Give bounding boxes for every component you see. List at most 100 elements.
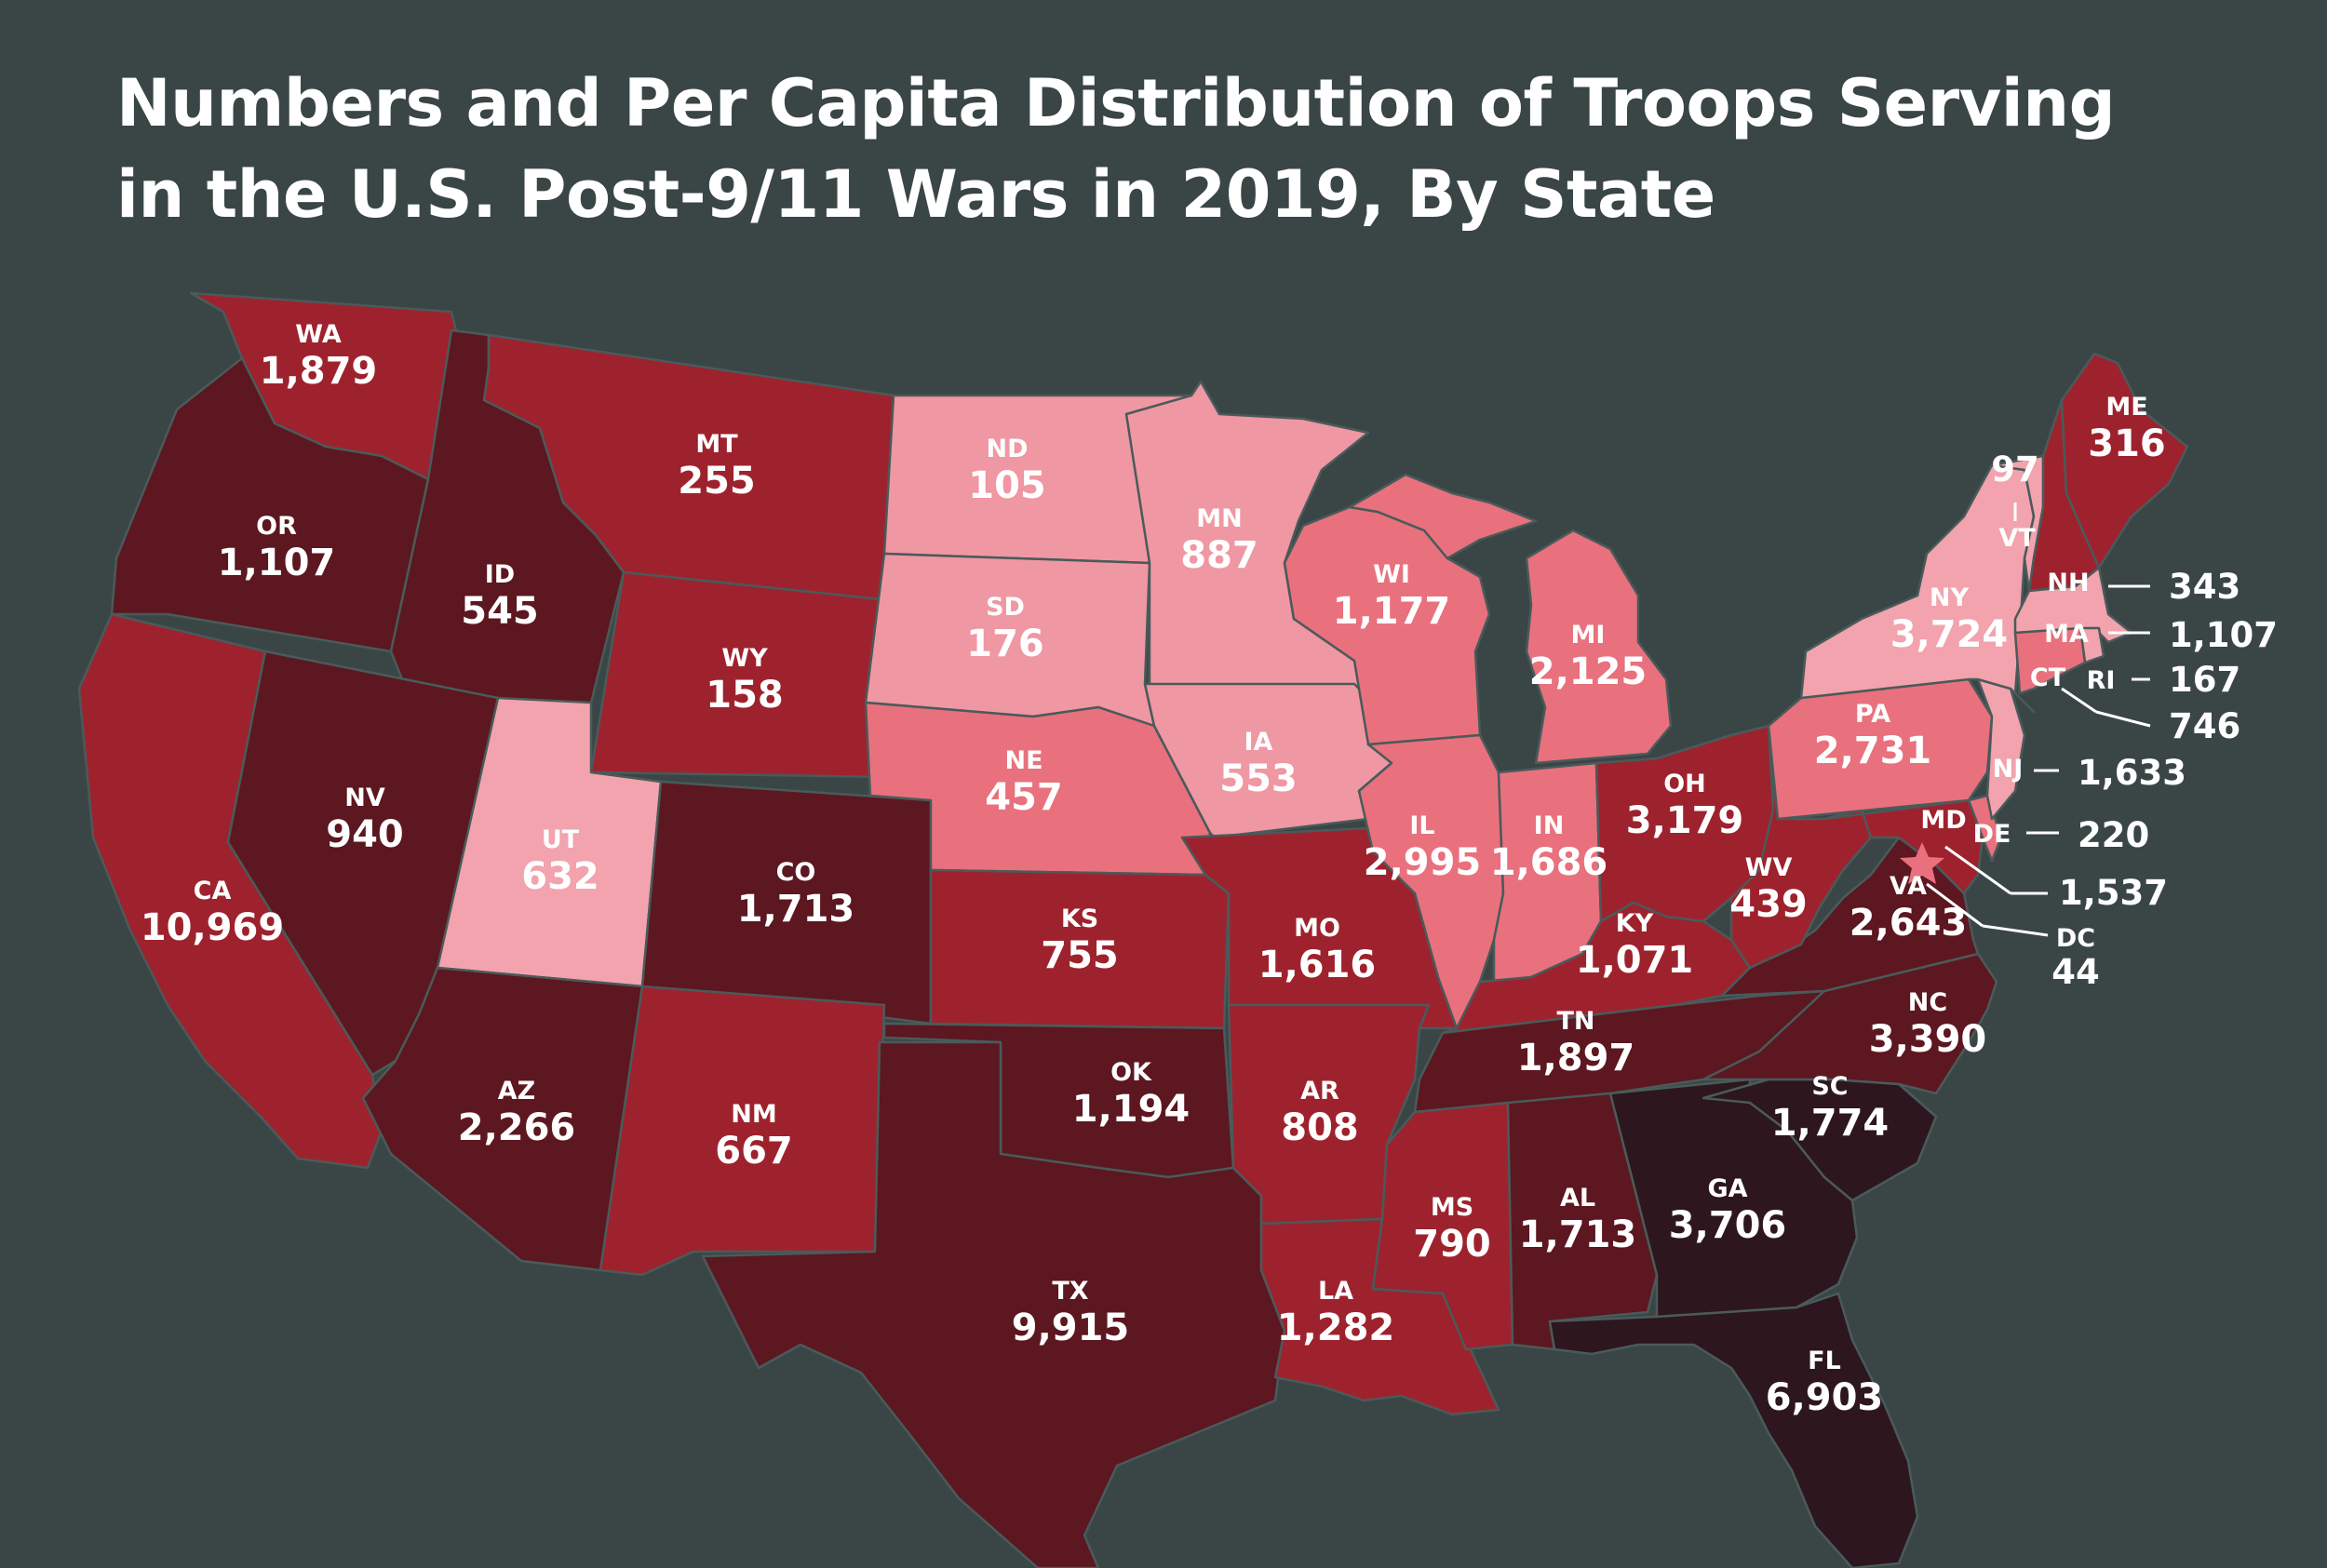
state-abbr-wy: WY bbox=[721, 644, 768, 673]
state-abbr-vt: VT bbox=[1998, 524, 2036, 553]
state-abbr-ks: KS bbox=[1061, 905, 1098, 933]
state-abbr-sc: SC bbox=[1811, 1072, 1848, 1101]
state-value-ky: 1,071 bbox=[1576, 939, 1694, 982]
state-abbr-me: ME bbox=[2105, 393, 2147, 422]
state-value-tn: 1,897 bbox=[1517, 1037, 1635, 1079]
state-abbr-mo: MO bbox=[1294, 914, 1340, 943]
state-value-ut: 632 bbox=[521, 855, 599, 898]
state-value-fl: 6,903 bbox=[1766, 1376, 1884, 1419]
state-value-mn: 887 bbox=[1180, 534, 1258, 577]
state-abbr-sd: SD bbox=[986, 593, 1025, 622]
state-value-md: 1,537 bbox=[2059, 873, 2168, 913]
state-value-ny: 3,724 bbox=[1890, 613, 2009, 656]
state-abbr-ar: AR bbox=[1300, 1077, 1339, 1106]
state-labels: WA1,879OR1,107CA10,969ID545NV940MT255WY1… bbox=[141, 320, 2278, 1419]
state-abbr-ny: NY bbox=[1930, 583, 1970, 612]
state-abbr-wv: WV bbox=[1745, 853, 1793, 882]
state-value-ga: 3,706 bbox=[1669, 1204, 1787, 1247]
state-abbr-nv: NV bbox=[344, 784, 385, 812]
state-value-ca: 10,969 bbox=[141, 906, 284, 949]
state-value-ct: 746 bbox=[2169, 706, 2240, 746]
state-value-az: 2,266 bbox=[458, 1106, 576, 1149]
state-de bbox=[1967, 794, 2003, 863]
state-abbr-nm: NM bbox=[731, 1100, 776, 1129]
state-abbr-wa: WA bbox=[295, 320, 342, 349]
state-value-mi: 2,125 bbox=[1529, 650, 1648, 693]
state-value-nh: 343 bbox=[2169, 567, 2240, 607]
state-value-ne: 457 bbox=[985, 776, 1063, 819]
state-value-me: 316 bbox=[2088, 422, 2166, 465]
state-abbr-al: AL bbox=[1560, 1184, 1595, 1213]
state-abbr-dc: DC bbox=[2056, 924, 2095, 953]
state-value-sc: 1,774 bbox=[1771, 1102, 1890, 1145]
state-abbr-id: ID bbox=[485, 560, 515, 589]
state-abbr-md: MD bbox=[1920, 806, 1966, 835]
state-value-nj: 1,633 bbox=[2078, 753, 2186, 793]
state-abbr-la: LA bbox=[1318, 1277, 1353, 1306]
state-abbr-ia: IA bbox=[1244, 728, 1273, 757]
state-fl bbox=[1548, 1292, 1919, 1568]
state-abbr-nd: ND bbox=[986, 435, 1028, 463]
state-value-ar: 808 bbox=[1281, 1106, 1359, 1149]
state-abbr-or: OR bbox=[256, 512, 297, 541]
state-value-wy: 158 bbox=[706, 674, 784, 717]
state-value-de: 220 bbox=[2078, 815, 2149, 855]
state-abbr-va: VA bbox=[1890, 872, 1927, 901]
state-abbr-ut: UT bbox=[542, 825, 580, 854]
state-value-al: 1,713 bbox=[1519, 1213, 1637, 1256]
state-abbr-nj: NJ bbox=[1993, 755, 2024, 784]
state-value-nv: 940 bbox=[326, 813, 404, 856]
state-value-wv: 439 bbox=[1729, 883, 1808, 926]
state-value-mt: 255 bbox=[678, 460, 756, 503]
state-ct bbox=[2013, 626, 2087, 695]
state-value-mo: 1,616 bbox=[1258, 944, 1377, 986]
state-value-ok: 1,194 bbox=[1072, 1088, 1190, 1131]
state-value-nm: 667 bbox=[715, 1130, 793, 1173]
state-value-sd: 176 bbox=[966, 623, 1044, 665]
title-line-2: in the U.S. Post-9/11 Wars in 2019, By S… bbox=[116, 156, 1715, 233]
state-abbr-ri: RI bbox=[2087, 666, 2116, 695]
state-tx bbox=[701, 1040, 1286, 1568]
state-value-il: 2,995 bbox=[1364, 841, 1482, 884]
state-value-in: 1,686 bbox=[1490, 841, 1608, 884]
state-abbr-mn: MN bbox=[1196, 504, 1242, 533]
state-value-ks: 755 bbox=[1041, 934, 1119, 977]
state-abbr-mi: MI bbox=[1571, 621, 1606, 650]
state-nm bbox=[599, 985, 886, 1277]
state-value-co: 1,713 bbox=[737, 888, 855, 931]
state-value-wa: 1,879 bbox=[260, 350, 378, 393]
state-abbr-wi: WI bbox=[1373, 560, 1410, 589]
state-value-nc: 3,390 bbox=[1869, 1018, 1987, 1061]
state-nc bbox=[1702, 952, 1998, 1095]
state-value-vt: 97 bbox=[1991, 449, 2039, 489]
state-abbr-ky: KY bbox=[1616, 909, 1654, 938]
dc-star-icon bbox=[1900, 842, 1944, 884]
state-abbr-ga: GA bbox=[1707, 1174, 1747, 1203]
state-value-tx: 9,915 bbox=[1012, 1307, 1130, 1349]
state-value-ri: 167 bbox=[2169, 660, 2240, 700]
state-value-oh: 3,179 bbox=[1626, 799, 1744, 842]
state-abbr-nc: NC bbox=[1908, 988, 1947, 1017]
state-abbr-co: CO bbox=[776, 858, 816, 887]
state-abbr-ma: MA bbox=[2044, 620, 2089, 649]
title-line-1: Numbers and Per Capita Distribution of T… bbox=[116, 65, 2116, 141]
state-abbr-oh: OH bbox=[1663, 770, 1706, 798]
state-ny bbox=[1799, 463, 2036, 714]
state-value-va: 2,643 bbox=[1849, 902, 1968, 945]
state-abbr-ms: MS bbox=[1431, 1193, 1473, 1222]
state-abbr-de: DE bbox=[1973, 820, 2011, 849]
state-value-ia: 553 bbox=[1219, 757, 1298, 800]
state-abbr-nh: NH bbox=[2047, 569, 2089, 597]
state-abbr-mt: MT bbox=[695, 430, 738, 459]
state-nj bbox=[1976, 677, 2026, 821]
state-value-dc: 44 bbox=[2051, 952, 2100, 992]
state-value-la: 1,282 bbox=[1277, 1307, 1395, 1349]
page-title: Numbers and Per Capita Distribution of T… bbox=[116, 58, 2257, 240]
state-value-ms: 790 bbox=[1413, 1223, 1491, 1266]
state-abbr-ca: CA bbox=[194, 877, 232, 905]
state-abbr-pa: PA bbox=[1855, 700, 1890, 729]
state-value-nd: 105 bbox=[968, 464, 1046, 507]
state-abbr-ct: CT bbox=[2030, 663, 2066, 692]
state-abbr-ok: OK bbox=[1110, 1058, 1152, 1087]
